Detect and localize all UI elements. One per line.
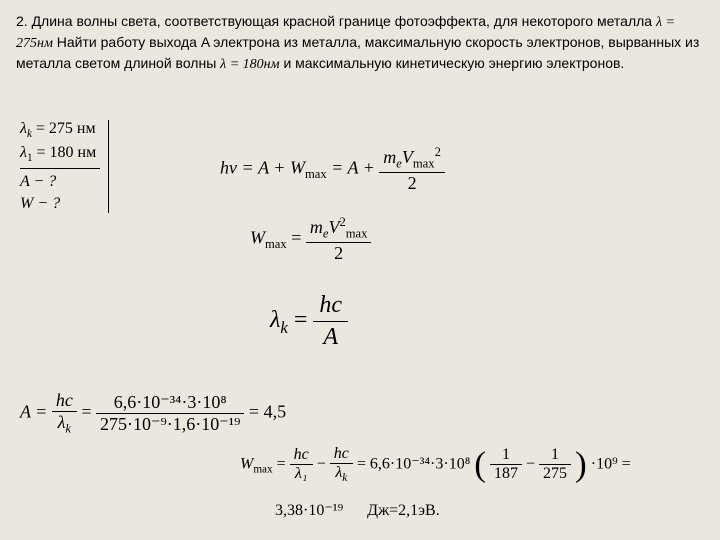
equation-result: 3,38·10⁻¹⁹ Дж=2,1эВ. [275, 500, 440, 520]
lambda-2-inline: λ = 180нм [220, 57, 279, 72]
equation-wmax-calc: Wmax = hc λ₁ − hc λk = 6,6·10⁻³⁴·3·10⁸ (… [240, 445, 631, 484]
problem-statement: 2. Длина волны света, соответствующая кр… [16, 12, 704, 75]
given-lambda-k: λk = 275 нм [20, 120, 98, 140]
equation-work-function: A = hc λk = 6,6·10⁻³⁴·3·10⁸ 275·10⁻⁹·1,6… [20, 390, 286, 437]
problem-text-3: и максимальную кинетическую энергию элек… [283, 55, 624, 71]
given-unknown-a: A − ? [20, 173, 98, 191]
equation-lambda-k: λk = hc A [270, 290, 348, 353]
given-unknown-w: W − ? [20, 195, 98, 213]
given-divider [20, 168, 100, 169]
given-lambda-1: λ1 = 180 нм [20, 144, 98, 164]
equation-energy: hν = A + Wmax = A + meVmax2 2 [220, 145, 445, 194]
problem-number: 2. [16, 13, 28, 29]
problem-text-1: Длина волны света, соответствующая красн… [32, 13, 653, 29]
equation-wmax: Wmax = meV2max 2 [250, 215, 371, 264]
given-block: λk = 275 нм λ1 = 180 нм A − ? W − ? [20, 120, 109, 217]
